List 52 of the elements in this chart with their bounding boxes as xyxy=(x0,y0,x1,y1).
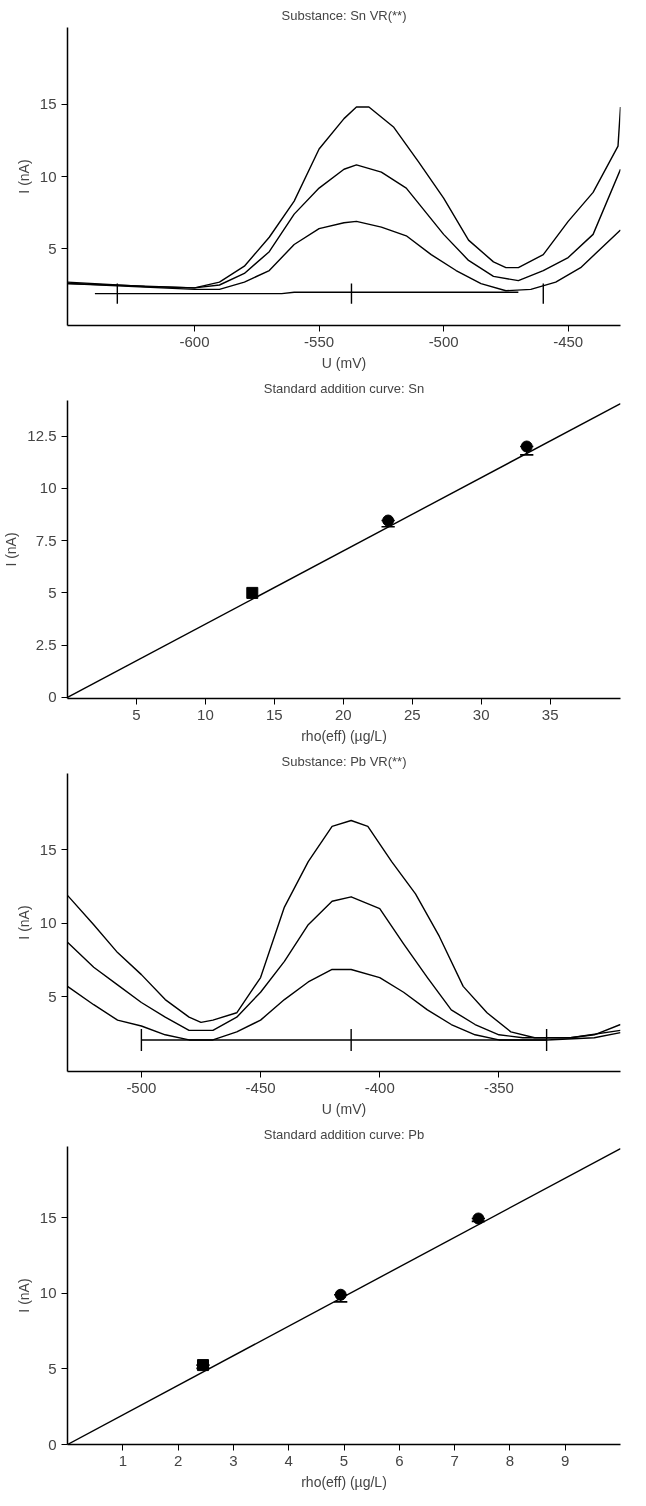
x-tick-label: 25 xyxy=(403,705,421,723)
y-axis-title: I (nA) xyxy=(15,905,32,940)
x-axis-title: rho(eff) (µg/L) xyxy=(301,1473,387,1490)
x-tick-label: -600 xyxy=(179,332,210,350)
x-tick-label: -550 xyxy=(304,332,335,350)
x-tick-label: 2 xyxy=(173,1451,183,1469)
y-axis-title: I (nA) xyxy=(15,159,32,194)
x-tick-label: -400 xyxy=(364,1078,395,1096)
x-tick-label: 7 xyxy=(450,1451,459,1469)
y-axis-title: I (nA) xyxy=(3,532,20,567)
x-tick-label: 1 xyxy=(118,1451,127,1469)
x-tick-label: 5 xyxy=(132,705,141,723)
y-axis-title: I (nA) xyxy=(15,1278,32,1313)
chart-title: Standard addition curve: Pb xyxy=(263,1126,425,1142)
y-tick-label: 15 xyxy=(39,840,57,858)
x-tick-label: 6 xyxy=(395,1451,404,1469)
y-tick-label: 5 xyxy=(48,1359,57,1377)
x-tick-label: 20 xyxy=(334,705,352,723)
y-tick-label: 10 xyxy=(39,1284,57,1302)
y-tick-label: 2.5 xyxy=(35,636,57,654)
y-tick-label: 10 xyxy=(39,914,57,932)
x-tick-label: 30 xyxy=(472,705,490,723)
y-tick-label: 10 xyxy=(39,167,57,185)
x-axis-title: rho(eff) (µg/L) xyxy=(301,727,387,744)
x-tick-label: 5 xyxy=(339,1451,349,1469)
x-tick-label: -500 xyxy=(126,1078,157,1096)
x-tick-label: 4 xyxy=(284,1451,293,1469)
x-tick-label: -350 xyxy=(483,1078,514,1096)
x-tick-label: -450 xyxy=(553,332,584,350)
x-tick-label: 8 xyxy=(505,1451,515,1469)
x-tick-label: 10 xyxy=(197,705,214,723)
x-tick-label: 9 xyxy=(561,1451,570,1469)
x-tick-label: 3 xyxy=(229,1451,238,1469)
y-tick-label: 5 xyxy=(48,987,57,1005)
x-tick-label: -450 xyxy=(245,1078,276,1096)
y-tick-label: 0 xyxy=(48,688,57,706)
y-tick-label: 5 xyxy=(48,583,57,601)
chart-title: Substance: Sn VR(**) xyxy=(281,7,407,23)
y-tick-label: 5 xyxy=(48,239,57,257)
y-tick-label: 7.5 xyxy=(35,531,57,549)
x-axis-title: U (mV) xyxy=(321,1100,367,1117)
x-tick-label: 15 xyxy=(266,705,283,723)
x-tick-label: -500 xyxy=(428,332,459,350)
y-tick-label: 12.5 xyxy=(27,427,57,445)
chart-title: Standard addition curve: Sn xyxy=(263,380,425,396)
y-tick-label: 0 xyxy=(48,1435,57,1453)
x-tick-label: 35 xyxy=(541,705,559,723)
chart-title: Substance: Pb VR(**) xyxy=(281,753,407,769)
x-axis-title: U (mV) xyxy=(321,354,367,371)
y-tick-label: 15 xyxy=(39,1208,57,1226)
y-tick-label: 15 xyxy=(39,95,57,113)
y-tick-label: 10 xyxy=(39,479,57,497)
